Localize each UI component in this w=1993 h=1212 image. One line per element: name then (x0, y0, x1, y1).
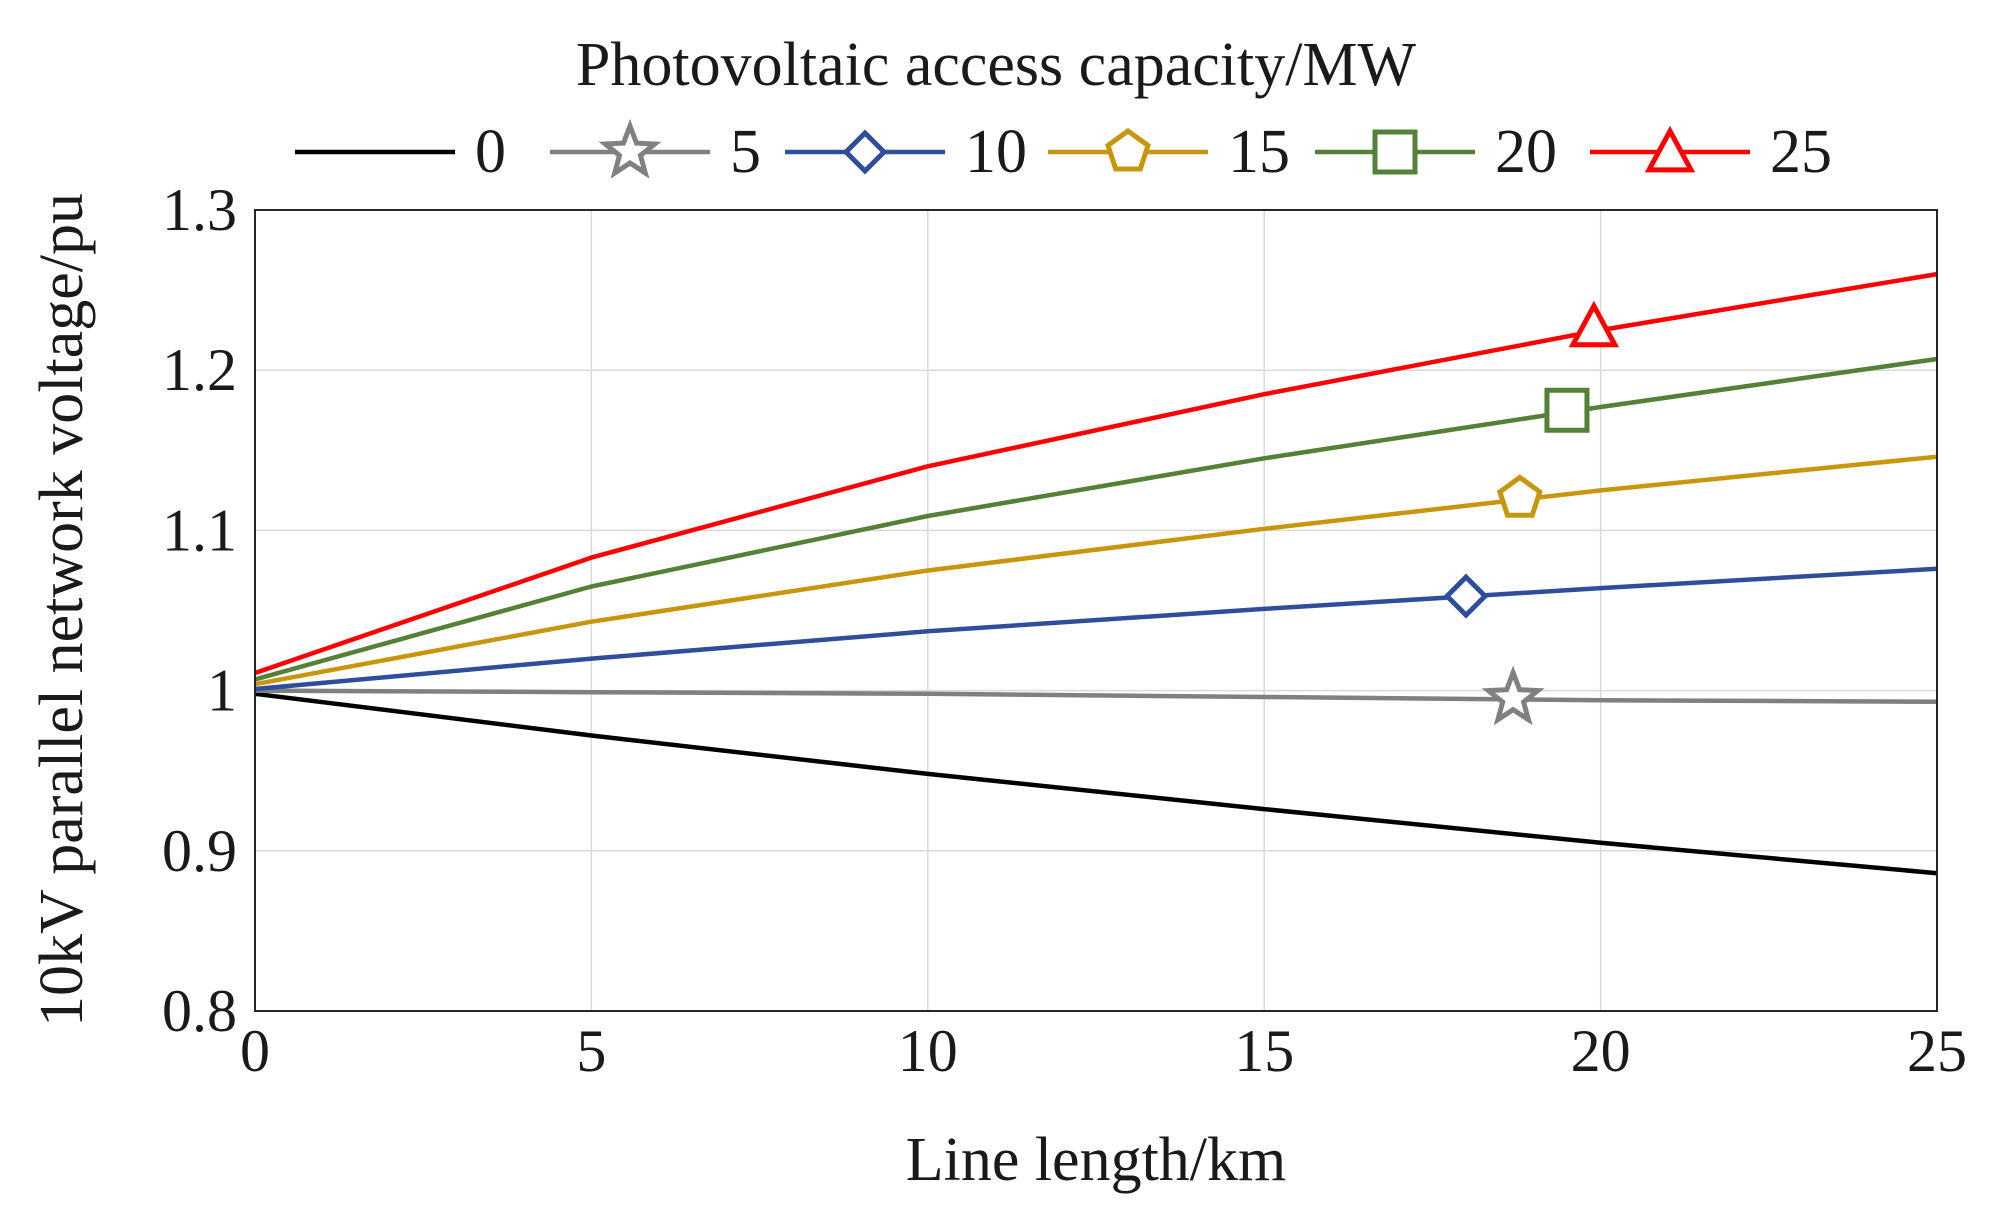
series-marker-25 (1568, 300, 1620, 348)
y-tick-label: 0.9 (162, 818, 237, 884)
plot-frame (254, 209, 1938, 1012)
legend-label-20: 20 (1495, 118, 1557, 186)
legend-label-10: 10 (965, 118, 1027, 186)
series-line-0 (254, 691, 1938, 876)
legend-title: Photovoltaic access capacity/MW (576, 31, 1417, 99)
x-tick-label: 0 (240, 1018, 270, 1084)
series-line-5 (254, 688, 1938, 705)
y-tick-label: 1.2 (162, 337, 237, 403)
x-tick-label: 25 (1907, 1018, 1967, 1084)
series-marker-15 (1496, 474, 1543, 518)
x-tick-label: 15 (1234, 1018, 1294, 1084)
tick-labels: 0 5 10 15 20 25 0.8 0.9 1 1.1 1.2 1.3 (162, 177, 1967, 1084)
series-marker-10 (1443, 573, 1489, 619)
legend-marker-5 (598, 118, 662, 179)
legend-marker-20 (1372, 129, 1418, 175)
x-tick-label: 20 (1571, 1018, 1631, 1084)
legend-marker-10 (842, 129, 888, 175)
series-line-25 (254, 271, 1938, 676)
y-tick-label: 0.8 (162, 978, 237, 1044)
series-marker-5 (1481, 665, 1545, 726)
legend-marker-15 (1105, 127, 1151, 172)
series-line-20 (254, 356, 1938, 682)
legend: 0 5 10 15 20 25 (295, 118, 1832, 186)
y-tick-label: 1 (207, 658, 237, 724)
legend-label-15: 15 (1228, 118, 1290, 186)
y-tick-label: 1.3 (162, 177, 237, 243)
series-marker-20 (1544, 387, 1590, 433)
legend-marker-25 (1644, 125, 1696, 173)
legend-label-5: 5 (730, 118, 761, 186)
x-axis-title: Line length/km (906, 1126, 1287, 1194)
y-axis-title: 10kV parallel network voltage/pu (28, 193, 96, 1027)
y-tick-label: 1.1 (162, 497, 237, 563)
series-line-15 (254, 454, 1938, 687)
series-lines (254, 271, 1938, 876)
legend-label-0: 0 (475, 118, 506, 186)
x-tick-label: 10 (898, 1018, 958, 1084)
x-tick-label: 5 (576, 1018, 606, 1084)
legend-label-25: 25 (1770, 118, 1832, 186)
series-line-10 (254, 566, 1938, 692)
